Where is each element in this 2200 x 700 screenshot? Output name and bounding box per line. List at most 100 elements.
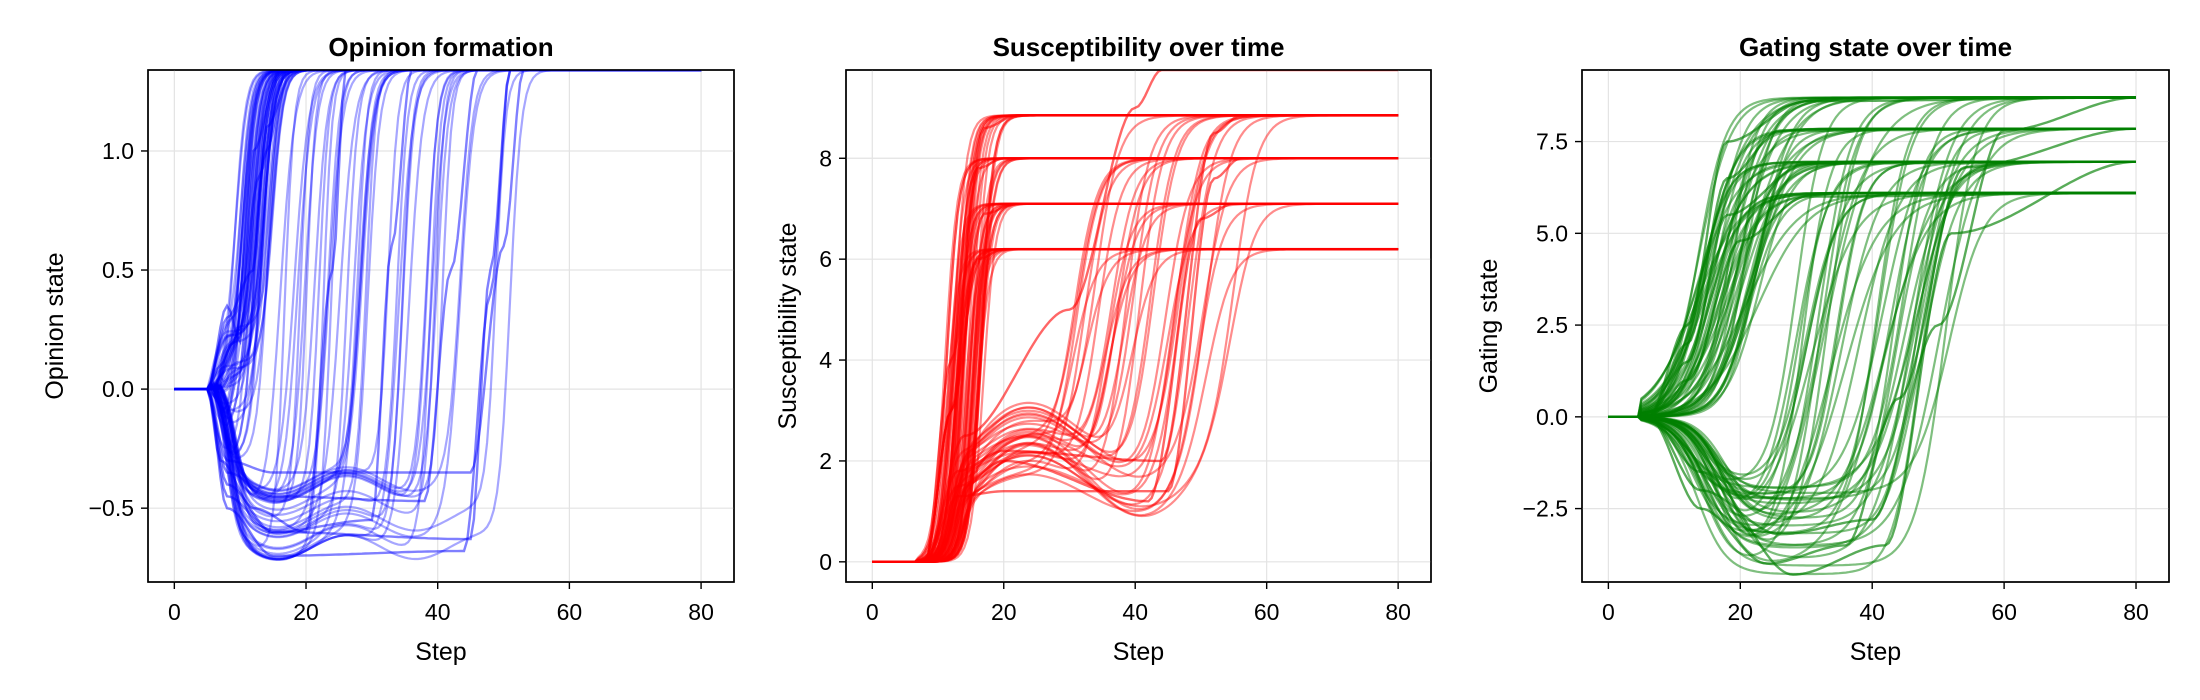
series-line bbox=[174, 70, 702, 391]
series-line bbox=[174, 70, 702, 391]
series-line bbox=[174, 70, 702, 504]
series-line bbox=[174, 70, 702, 547]
y-tick-label: 0.0 bbox=[102, 376, 134, 402]
series-line bbox=[174, 70, 702, 535]
series-line bbox=[174, 70, 702, 405]
series-line bbox=[872, 157, 1399, 563]
y-tick-label: 7.5 bbox=[1536, 129, 1568, 155]
series-line bbox=[174, 70, 702, 498]
series-line bbox=[174, 70, 702, 541]
chart-title: Susceptibility over time bbox=[993, 32, 1285, 62]
series-line bbox=[872, 248, 1399, 563]
series-line bbox=[174, 70, 702, 391]
series-line bbox=[174, 70, 702, 391]
series-line bbox=[872, 248, 1399, 563]
series-line bbox=[174, 70, 702, 529]
series-line bbox=[872, 114, 1399, 563]
x-tick-label: 40 bbox=[425, 599, 451, 625]
x-tick-label: 60 bbox=[1254, 599, 1280, 625]
series-line bbox=[872, 114, 1399, 563]
series-line bbox=[174, 70, 702, 391]
series-line bbox=[174, 70, 702, 491]
series-line bbox=[872, 157, 1399, 563]
series-line bbox=[872, 157, 1399, 563]
series-line bbox=[872, 114, 1399, 563]
series-line bbox=[174, 70, 702, 392]
series-line bbox=[174, 70, 702, 504]
series-line bbox=[872, 157, 1399, 563]
y-tick-label: 2 bbox=[819, 448, 832, 474]
series-line bbox=[872, 114, 1399, 563]
x-axis-label: Step bbox=[415, 638, 466, 666]
series-line bbox=[872, 114, 1399, 563]
series-line bbox=[174, 70, 702, 391]
series-line bbox=[872, 114, 1399, 563]
series-line bbox=[872, 157, 1399, 563]
series-line bbox=[174, 70, 702, 456]
series-line bbox=[872, 248, 1399, 563]
series-line bbox=[1608, 127, 2136, 418]
series-line bbox=[174, 70, 702, 534]
series-line bbox=[872, 157, 1399, 563]
series-line bbox=[872, 202, 1399, 563]
y-tick-label: −2.5 bbox=[1523, 496, 1568, 522]
y-tick-label: 2.5 bbox=[1536, 312, 1568, 338]
plot-area bbox=[147, 69, 735, 583]
series-line bbox=[872, 157, 1399, 563]
series-line bbox=[174, 70, 702, 391]
series-line bbox=[872, 202, 1399, 563]
x-tick-label: 0 bbox=[866, 599, 879, 625]
series-line bbox=[174, 70, 702, 455]
plot-border bbox=[1581, 69, 2170, 583]
series-line bbox=[174, 70, 702, 502]
series-line bbox=[872, 114, 1399, 563]
series-line bbox=[872, 202, 1399, 563]
series-line bbox=[174, 70, 702, 391]
series-line bbox=[872, 157, 1399, 563]
series-line bbox=[872, 202, 1399, 563]
series-line bbox=[872, 114, 1399, 563]
gridlines bbox=[148, 70, 734, 582]
series-line bbox=[872, 202, 1399, 563]
series-line bbox=[872, 114, 1399, 563]
series-line bbox=[872, 114, 1399, 563]
series-line bbox=[174, 70, 702, 561]
series-line bbox=[174, 70, 702, 391]
series-line bbox=[872, 248, 1399, 563]
series-line bbox=[872, 114, 1399, 563]
series-line bbox=[872, 114, 1399, 563]
series-line bbox=[872, 202, 1399, 563]
y-tick-label: 8 bbox=[819, 145, 832, 171]
plot-area bbox=[845, 69, 1432, 583]
opinion-formation-chart: 0 20 40 60 80 −0.5 0.0 0.5 1.0 Opinion formatio… bbox=[41, 32, 735, 666]
y-tick-label: 4 bbox=[819, 347, 832, 373]
series-line bbox=[174, 70, 702, 549]
series-line bbox=[174, 70, 702, 391]
series-line bbox=[872, 157, 1399, 563]
series-line bbox=[872, 248, 1399, 563]
x-tick-label: 80 bbox=[1385, 599, 1411, 625]
series-line bbox=[872, 70, 1399, 563]
series-line bbox=[174, 70, 702, 391]
y-tick-label: −0.5 bbox=[89, 495, 134, 521]
series-line bbox=[174, 70, 702, 391]
series-line bbox=[872, 202, 1399, 563]
x-axis-label: Step bbox=[1850, 638, 1901, 666]
series-line bbox=[872, 114, 1399, 563]
series-line bbox=[872, 157, 1399, 563]
series-line bbox=[1608, 160, 2136, 418]
series-line bbox=[174, 70, 702, 412]
x-tick-labels: 0 20 40 60 80 bbox=[168, 582, 714, 625]
y-axis-label: Susceptibility state bbox=[774, 222, 802, 429]
x-tick-label: 20 bbox=[991, 599, 1017, 625]
series-line bbox=[174, 70, 702, 531]
series-line bbox=[872, 114, 1399, 563]
series-line bbox=[872, 202, 1399, 563]
series-line bbox=[872, 114, 1399, 563]
y-axis-label: Opinion state bbox=[41, 252, 69, 399]
series-lines bbox=[1608, 96, 2137, 576]
series-line bbox=[174, 70, 702, 495]
series-line bbox=[872, 248, 1399, 563]
series-line bbox=[174, 70, 702, 391]
